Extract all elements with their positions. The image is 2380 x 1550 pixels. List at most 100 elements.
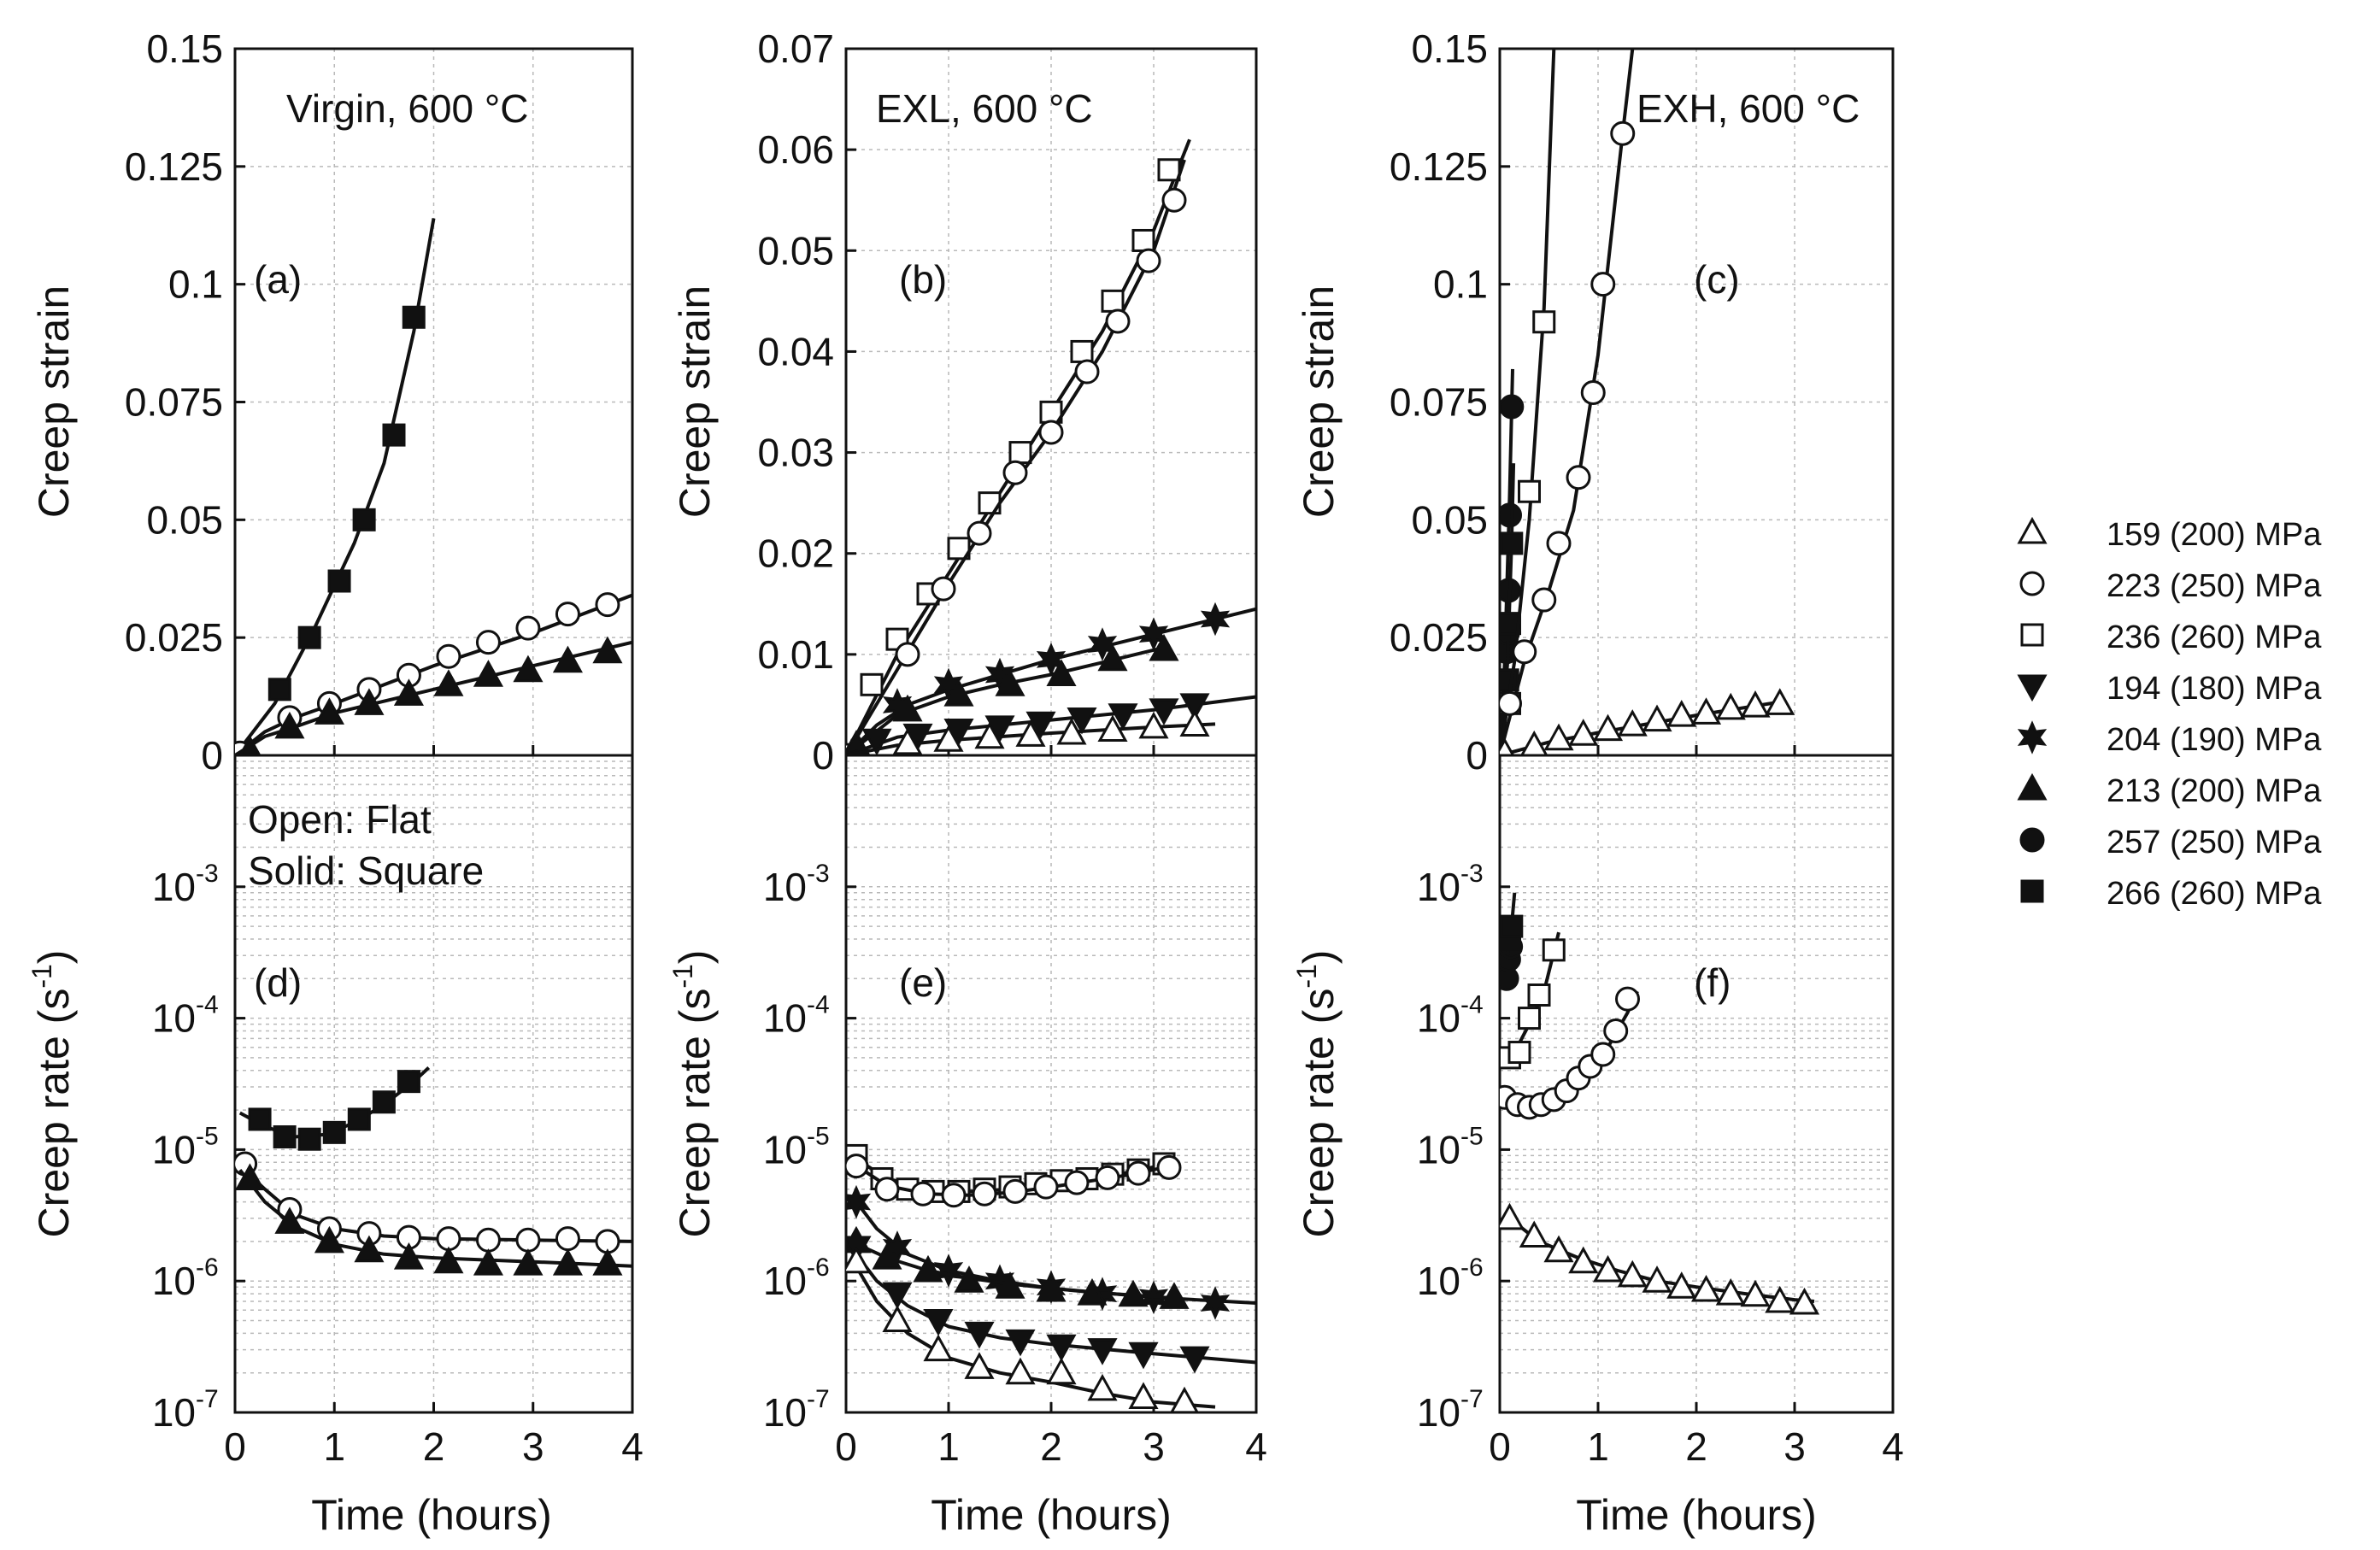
legend-marker-3 xyxy=(2017,674,2048,702)
ytick-label-d-1: 10 xyxy=(152,1259,196,1303)
legend-label-266: 266 (260) MPa xyxy=(2107,876,2322,912)
xtick-label-e-3: 3 xyxy=(1143,1424,1165,1469)
point-f-266-260-mpa-1 xyxy=(1500,914,1524,938)
xtick-label-e-4: 4 xyxy=(1245,1424,1267,1469)
point-c-266-260-mpa-2 xyxy=(1500,531,1524,555)
point-a-266-260-mpa-2 xyxy=(297,625,321,649)
ytick-label-f-2: 10 xyxy=(1417,1127,1460,1171)
ytick-label-a-5: 0.125 xyxy=(125,144,223,189)
series-d-266-260-mpa xyxy=(238,1066,431,1151)
panel-f-creep-rate-exh: 10 -710 -610 -510 -410 -30 1 2 3 4 xyxy=(1417,754,1904,1469)
ytick-label-c-3: 0.075 xyxy=(1390,380,1488,425)
ytick-label-a-3: 0.075 xyxy=(125,380,223,425)
point-b-213-200-mpa-4 xyxy=(1046,659,1077,686)
point-c-236-260-mpa-2 xyxy=(1532,310,1556,334)
point-d-266-260-mpa-3 xyxy=(322,1120,346,1144)
point-c-159-200-mpa-11 xyxy=(1765,688,1795,715)
series-f-223-250-mpa xyxy=(1500,986,1640,1120)
ytick-label-b-0: 0 xyxy=(812,733,834,778)
point-d-223-250-mpa-7 xyxy=(515,1227,541,1253)
point-c-159-200-mpa-0 xyxy=(1500,737,1515,755)
panel-a-grid xyxy=(235,49,632,755)
panel-b-creep-strain-exl: 0 0.01 0.02 0.03 0.04 0.05 0.06 0.07 xyxy=(757,26,1258,778)
point-a-223-250-mpa-7 xyxy=(515,615,541,641)
legend-label-213: 213 (200) MPa xyxy=(2107,773,2322,809)
point-d-223-250-mpa-6 xyxy=(475,1227,501,1253)
panel-f-letter: (f) xyxy=(1694,960,1731,1005)
point-f-159-200-mpa-6 xyxy=(1642,1265,1672,1293)
point-f-223-250-mpa-10 xyxy=(1615,986,1640,1012)
panel-f-grid xyxy=(1500,755,1893,1412)
point-f-159-200-mpa-5 xyxy=(1617,1259,1648,1288)
point-e-223-250-mpa-2 xyxy=(910,1181,936,1207)
xtick-label-e-1: 1 xyxy=(937,1424,960,1469)
point-e-223-250-mpa-4 xyxy=(972,1181,997,1207)
point-b-159-200-mpa-2 xyxy=(974,721,1005,749)
point-e-223-250-mpa-0 xyxy=(846,1154,869,1179)
point-b-223-250-mpa-6 xyxy=(1074,359,1100,385)
ylabel-rate-f-end: ) xyxy=(1295,950,1343,965)
point-e-194-180-mpa-5 xyxy=(1046,1334,1077,1362)
ylabel-rate-e-end: ) xyxy=(671,950,719,965)
point-b-159-200-mpa-7 xyxy=(1179,709,1210,737)
ytick-exp-e-0: -7 xyxy=(807,1385,830,1413)
point-f-159-200-mpa-0 xyxy=(1500,1202,1525,1230)
point-e-223-250-mpa-9 xyxy=(1125,1160,1151,1186)
xtick-label-d-2: 2 xyxy=(423,1424,445,1469)
ytick-exp-f-4: -3 xyxy=(1460,860,1484,888)
point-c-159-200-mpa-3 xyxy=(1568,719,1599,746)
point-c-159-200-mpa-8 xyxy=(1690,697,1722,725)
point-a-213-200-mpa-4 xyxy=(393,678,424,706)
xtick-label-f-4: 4 xyxy=(1882,1424,1904,1469)
point-b-159-200-mpa-0 xyxy=(892,727,923,755)
series-e-223-250-mpa xyxy=(846,1154,1182,1208)
point-b-159-200-mpa-1 xyxy=(933,725,964,752)
point-f-159-200-mpa-3 xyxy=(1568,1246,1599,1274)
xtick-label-e-0: 0 xyxy=(835,1424,857,1469)
point-c-159-200-mpa-9 xyxy=(1715,692,1746,720)
ylabel-rate-f-main: Creep rate (s xyxy=(1295,989,1343,1238)
legend-label-257: 257 (250) MPa xyxy=(2107,825,2322,860)
point-a-213-200-mpa-3 xyxy=(354,688,385,715)
ytick-label-c-5: 0.125 xyxy=(1390,144,1488,189)
fit-line-a-266-260-mpa xyxy=(235,218,436,755)
panel-d-creep-rate-virgin: 10 -710 -610 -510 -410 -30 1 2 3 4 xyxy=(152,754,643,1469)
point-c-257-250-mpa-4 xyxy=(1500,502,1522,528)
point-c-223-250-mpa-2 xyxy=(1531,587,1557,613)
ytick-label-f-1: 10 xyxy=(1417,1259,1460,1303)
legend-marker-6 xyxy=(2019,827,2045,853)
panel-a-title: Virgin, 600 °C xyxy=(286,86,528,131)
point-e-223-250-mpa-5 xyxy=(1002,1178,1028,1204)
point-d-266-260-mpa-4 xyxy=(347,1107,371,1131)
panel-e-frame xyxy=(844,754,1258,1414)
ytick-label-b-2: 0.02 xyxy=(757,531,834,576)
point-c-236-260-mpa-1 xyxy=(1518,479,1541,503)
note-solid-square: Solid: Square xyxy=(248,848,484,893)
point-e-159-200-mpa-3 xyxy=(964,1352,995,1379)
ylabel-rate-f: Creep rate (s-1) xyxy=(1291,950,1343,1238)
point-a-266-260-mpa-4 xyxy=(352,508,376,531)
point-f-236-260-mpa-2 xyxy=(1518,1007,1541,1030)
point-d-213-200-mpa-3 xyxy=(354,1235,385,1263)
point-e-159-200-mpa-6 xyxy=(1087,1373,1118,1401)
point-b-159-200-mpa-3 xyxy=(1015,719,1046,747)
point-c-159-200-mpa-4 xyxy=(1592,713,1624,742)
point-e-213-200-mpa-7 xyxy=(1118,1279,1149,1307)
point-e-213-200-mpa-2 xyxy=(913,1254,943,1283)
ytick-label-b-1: 0.01 xyxy=(757,632,834,677)
point-e-194-180-mpa-7 xyxy=(1128,1342,1159,1370)
point-f-159-200-mpa-2 xyxy=(1543,1235,1574,1263)
ytick-label-d-4: 10 xyxy=(152,865,196,909)
ytick-exp-d-2: -5 xyxy=(196,1122,219,1150)
point-b-194-180-mpa-7 xyxy=(1149,698,1179,725)
point-b-159-200-mpa-4 xyxy=(1056,717,1087,745)
ytick-exp-d-0: -7 xyxy=(196,1385,219,1413)
point-e-159-200-mpa-7 xyxy=(1128,1382,1159,1409)
point-e-194-180-mpa-3 xyxy=(964,1321,995,1349)
legend-label-194: 194 (180) MPa xyxy=(2107,671,2322,707)
point-b-159-200-mpa-5 xyxy=(1097,714,1128,742)
point-d-266-260-mpa-0 xyxy=(248,1107,272,1131)
ytick-label-e-2: 10 xyxy=(763,1127,807,1171)
point-e-223-250-mpa-10 xyxy=(1156,1154,1182,1180)
point-d-213-200-mpa-4 xyxy=(393,1242,424,1270)
